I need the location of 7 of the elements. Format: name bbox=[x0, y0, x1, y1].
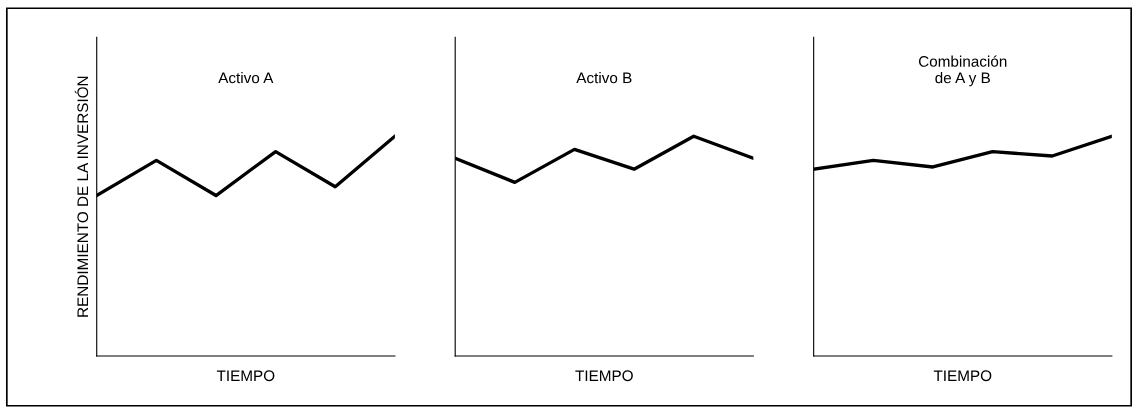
y-axis-title: RENDIMIENTO DE LA INVERSIÓN bbox=[74, 76, 89, 317]
x-axis-title: TIEMPO bbox=[216, 370, 275, 382]
chart-title: Activo A bbox=[218, 72, 274, 84]
x-axis-title: TIEMPO bbox=[933, 370, 992, 382]
chart-title: Combinación de A y B bbox=[918, 55, 1007, 87]
chart-title: Activo B bbox=[576, 72, 632, 84]
x-axis-title: TIEMPO bbox=[575, 370, 633, 382]
